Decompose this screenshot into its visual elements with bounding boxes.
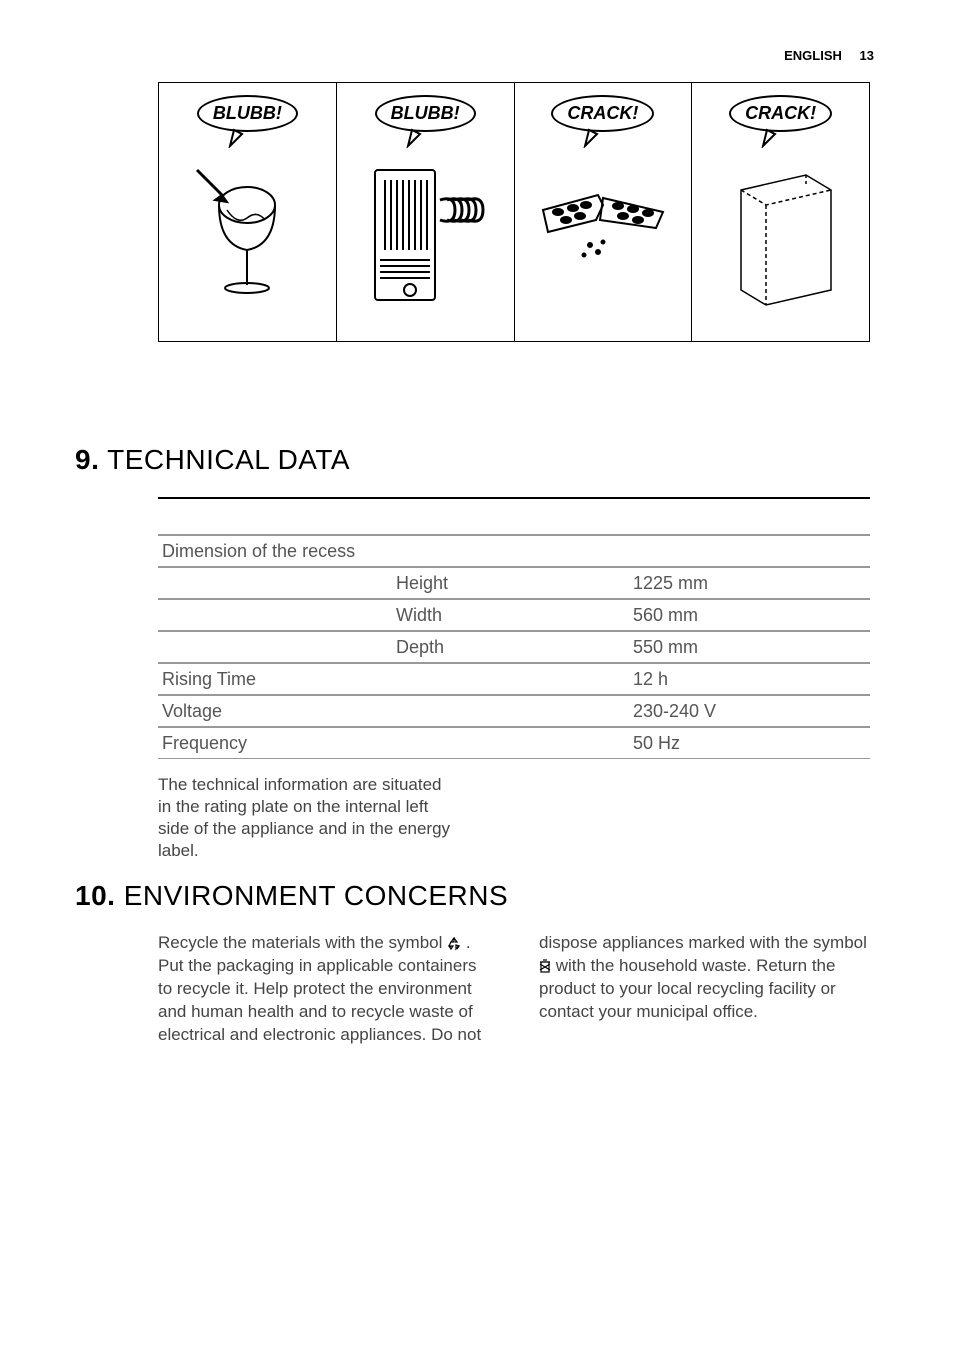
table-row: Rising Time 12 h [158,663,870,695]
table-cell: Height [396,573,448,594]
table-cell: 1225 mm [633,573,708,594]
table-row: Width 560 mm [158,599,870,631]
bubble-tail-icon [761,128,781,148]
bubble-text: BLUBB! [391,103,460,123]
bubble-text: CRACK! [745,103,816,123]
bubble-text: CRACK! [567,103,638,123]
table-row: Depth 550 mm [158,631,870,663]
wine-glass-icon [187,150,307,300]
fridge-coil-icon [355,150,495,310]
speech-bubble: BLUBB! [197,95,298,132]
table-row: Frequency 50 Hz [158,727,870,759]
diagram-panel-2: BLUBB! [337,83,515,341]
section-number: 10. [75,880,115,911]
table-cell: 230-240 V [633,701,716,722]
section-number: 9. [75,444,99,475]
table-row: Voltage 230-240 V [158,695,870,727]
bubble-tail-icon [406,128,426,148]
table-cell: Frequency [158,733,247,754]
environment-text: Recycle the materials with the symbol . … [158,932,870,1047]
table-row: Dimension of the recess [158,535,870,567]
table-cell: 12 h [633,669,668,690]
speech-bubble: BLUBB! [375,95,476,132]
section-9-heading: 9. TECHNICAL DATA [75,444,350,476]
header-language: ENGLISH [784,48,842,63]
table-cell: 50 Hz [633,733,680,754]
table-cell: Width [396,605,442,626]
section-title: ENVIRONMENT CONCERNS [124,880,508,911]
table-row [158,497,870,535]
env-text-c: with the household waste. Return the pro… [539,956,836,1021]
bin-icon [539,958,551,974]
table-cell: Voltage [158,701,222,722]
speech-bubble: CRACK! [729,95,832,132]
sound-diagram-box: BLUBB! BLUBB! [158,82,870,342]
freezer-box-icon [716,150,846,310]
page-header: ENGLISH 13 [784,48,874,63]
diagram-panel-3: CRACK! [515,83,693,341]
diagram-panel-1: BLUBB! [159,83,337,341]
table-cell: 550 mm [633,637,698,658]
diagram-panel-4: CRACK! [692,83,869,341]
bubble-text: BLUBB! [213,103,282,123]
recycle-icon [447,937,461,951]
bubble-tail-icon [583,128,603,148]
speech-bubble: CRACK! [551,95,654,132]
technical-data-table: Dimension of the recess Height 1225 mm W… [158,497,870,759]
table-cell: Dimension of the recess [158,541,355,562]
header-page-number: 13 [860,48,874,63]
table-cell: Depth [396,637,444,658]
env-text-a: Recycle the materials with the symbol [158,933,447,952]
table-cell: Rising Time [158,669,256,690]
table-cell: 560 mm [633,605,698,626]
technical-note: The technical information are situated i… [158,774,458,862]
ice-tray-icon [528,150,678,280]
table-row: Height 1225 mm [158,567,870,599]
bubble-tail-icon [228,128,248,148]
section-title: TECHNICAL DATA [107,444,350,475]
section-10-heading: 10. ENVIRONMENT CONCERNS [75,880,508,912]
